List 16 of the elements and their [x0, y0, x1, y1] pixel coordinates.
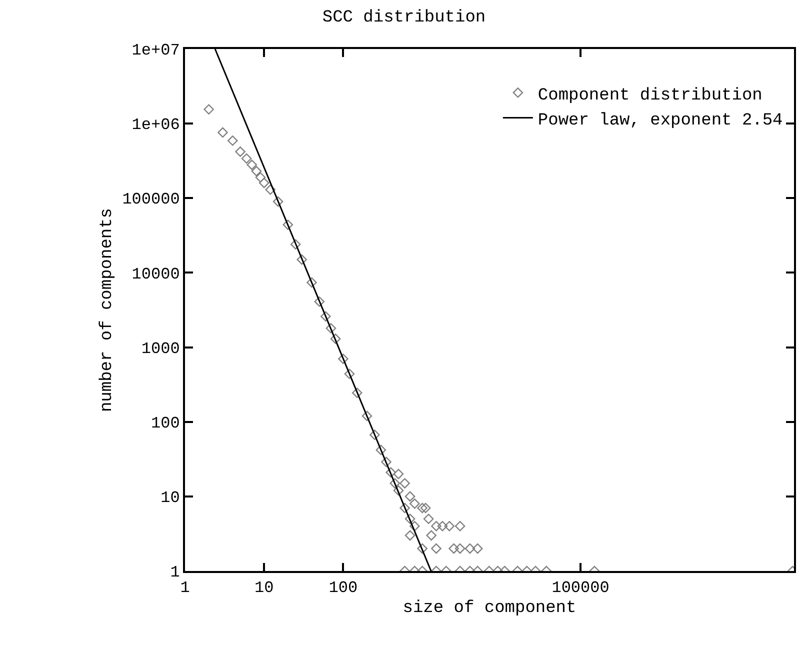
x-tick-label: 100000 [552, 579, 610, 598]
y-tick-label: 1 [170, 564, 180, 582]
y-axis-title: number of components [98, 208, 118, 412]
x-axis-title: size of component [402, 599, 576, 618]
x-tick-label: 10 [254, 579, 274, 598]
chart-title: SCC distribution [322, 8, 486, 28]
y-tick-label: 100000 [122, 190, 180, 209]
x-tick-label: 100 [328, 579, 358, 598]
y-tick-label: 1e+07 [132, 42, 180, 60]
legend-label: Component distribution [538, 86, 762, 106]
y-tick-label: 1000 [141, 340, 180, 358]
y-tick-label: 10 [160, 489, 180, 508]
legend-label: Power law, exponent 2.54 [538, 111, 783, 130]
y-tick-label: 10000 [132, 265, 180, 284]
y-tick-label: 100 [150, 414, 180, 432]
y-tick-label: 1e+06 [132, 116, 180, 134]
